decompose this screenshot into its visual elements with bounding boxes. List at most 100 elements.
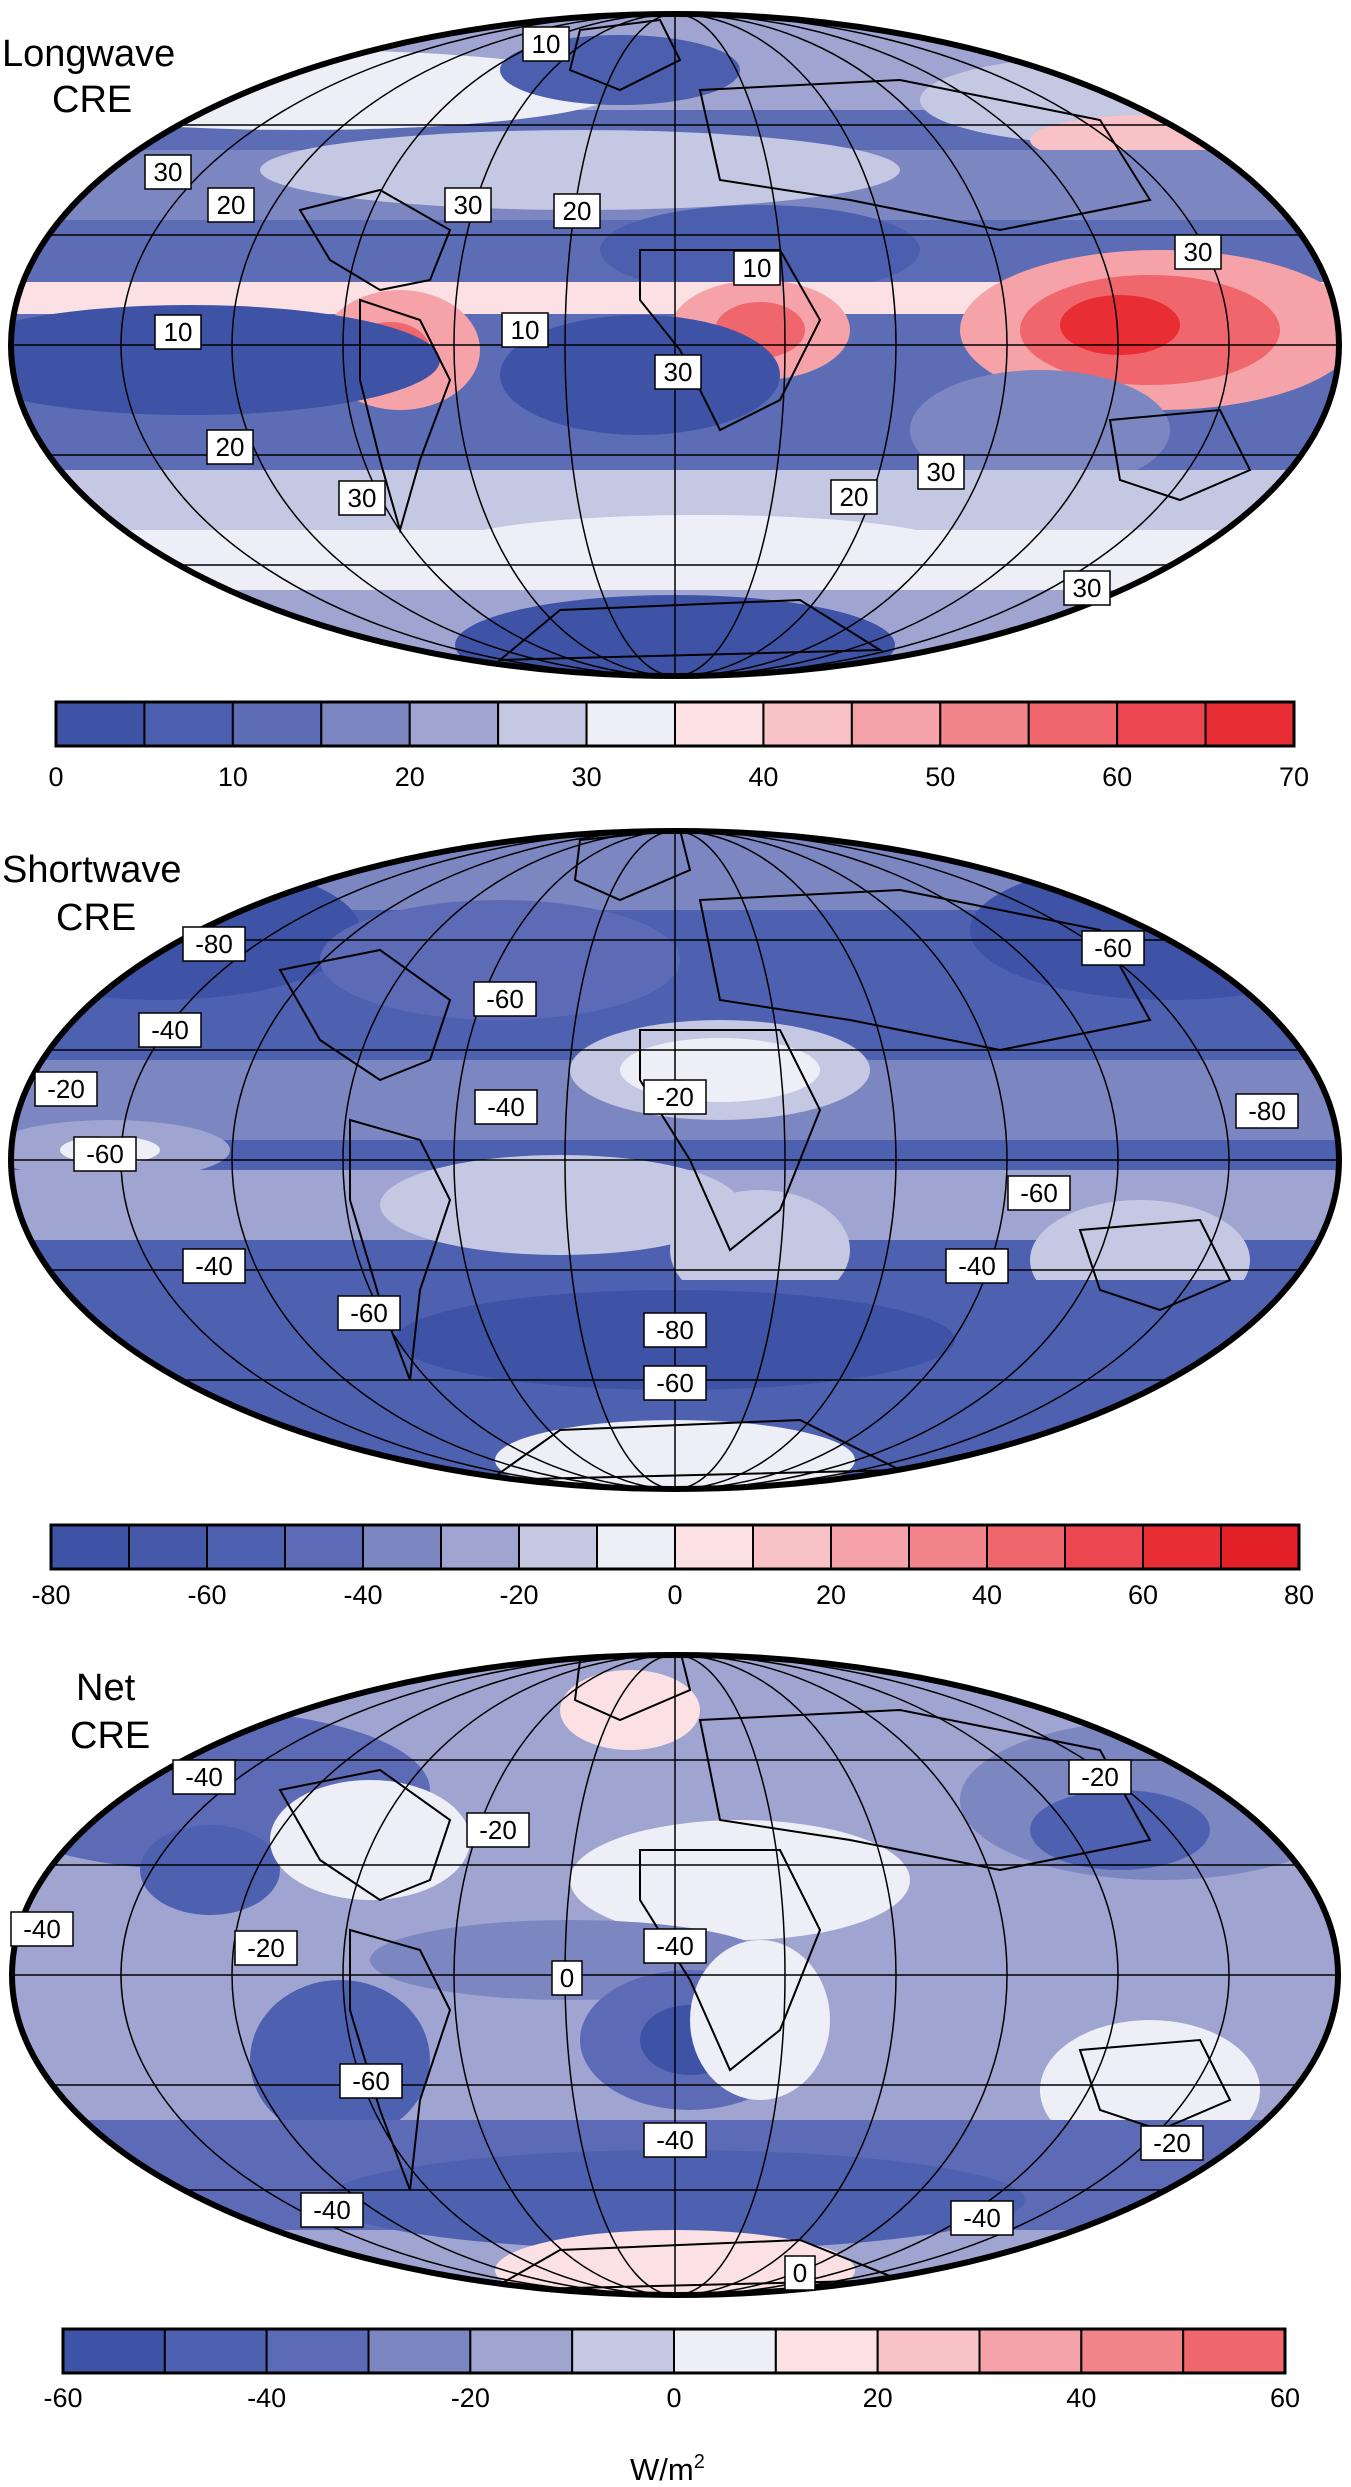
colorbar-tick-label: 40 bbox=[1066, 2383, 1096, 2413]
colorbar-swatch bbox=[1027, 701, 1119, 747]
contour-label-text: -60 bbox=[1094, 933, 1132, 963]
contour-label: 10 bbox=[522, 26, 570, 62]
colorbar-tick-label: 0 bbox=[667, 1580, 682, 1610]
contour-label-text: -40 bbox=[313, 2195, 351, 2225]
colorbar-swatch bbox=[674, 701, 765, 747]
longwave-panel: Longwave CRE 10 30 20 30 20 10 30 10 10 30 20 30 20 3… bbox=[2, 11, 1342, 792]
shortwave-title-line2: CRE bbox=[56, 897, 136, 939]
contour-label-box bbox=[172, 1759, 236, 1795]
colorbar-swatch bbox=[978, 2328, 1083, 2374]
colorbar-swatch bbox=[469, 2328, 574, 2374]
contour-label: 30 bbox=[654, 354, 702, 390]
contour-label-text: 10 bbox=[511, 315, 540, 345]
contour-label-box bbox=[654, 354, 702, 390]
contour-label: -80 bbox=[182, 926, 246, 962]
colorbar-swatch bbox=[830, 1524, 910, 1570]
contour-label-text: -40 bbox=[656, 2125, 694, 2155]
contour-label-box bbox=[182, 1248, 246, 1284]
colorbar-swatch bbox=[362, 1524, 442, 1570]
net-title-line1: Net bbox=[76, 1667, 136, 1709]
contour-label-text: -40 bbox=[151, 1015, 189, 1045]
contour-label-text: -20 bbox=[1153, 2128, 1191, 2158]
contour-label-text: 30 bbox=[154, 157, 183, 187]
colorbar-tick-label: -40 bbox=[343, 1580, 382, 1610]
contour-label-box bbox=[73, 1136, 137, 1172]
contour-label-box bbox=[950, 2200, 1014, 2236]
contour-label-box bbox=[1235, 1093, 1299, 1129]
contour-label-text: 30 bbox=[927, 457, 956, 487]
longwave-title-line2: CRE bbox=[52, 79, 132, 121]
colorbar-swatch bbox=[571, 2328, 676, 2374]
contour-label-text: 30 bbox=[348, 483, 377, 513]
colorbar-swatch bbox=[1220, 1524, 1300, 1570]
colorbar-tick-label: 50 bbox=[925, 762, 955, 792]
colorbar-swatch bbox=[774, 2328, 879, 2374]
contour-label: -60 bbox=[337, 1295, 401, 1331]
colorbar-tick-label: 20 bbox=[816, 1580, 846, 1610]
colorbar-swatch bbox=[752, 1524, 832, 1570]
contour-label-box bbox=[643, 1365, 707, 1401]
contour-label-box bbox=[206, 429, 254, 465]
contour-label: 0 bbox=[784, 2255, 816, 2291]
contour-label: -40 bbox=[945, 1248, 1009, 1284]
shortwave-panel: Shortwave CRE -80 -60 -60 -40 -20 -40 -20 -80 -6… bbox=[2, 828, 1342, 1610]
contour-label-box bbox=[784, 2255, 816, 2291]
contour-label: -60 bbox=[1081, 930, 1145, 966]
colorbar-swatch bbox=[62, 2328, 166, 2374]
longwave-contour-labels: 10 30 20 30 20 10 30 10 10 30 20 30 20 30 30 bbox=[144, 26, 1222, 606]
contour-label-text: 10 bbox=[164, 317, 193, 347]
contour-label-box bbox=[1007, 1175, 1071, 1211]
contour-label: 30 bbox=[1063, 570, 1111, 606]
contour-label: -60 bbox=[643, 1365, 707, 1401]
contour-label-box bbox=[444, 187, 492, 223]
colorbar-swatch bbox=[673, 2328, 777, 2374]
shortwave-map bbox=[11, 831, 1339, 1489]
contour-label-text: -60 bbox=[352, 2066, 390, 2096]
colorbar-swatch bbox=[50, 1524, 130, 1570]
colorbar-tick-label: 30 bbox=[572, 762, 602, 792]
contour-label-box bbox=[1140, 2125, 1204, 2161]
contour-label-text: -60 bbox=[350, 1298, 388, 1328]
contour-label: 20 bbox=[553, 193, 601, 229]
colorbar-tick-label: 40 bbox=[748, 762, 778, 792]
colorbar-tick-label: 60 bbox=[1102, 762, 1132, 792]
contour-label-text: 20 bbox=[840, 482, 869, 512]
contour-label: -60 bbox=[339, 2063, 403, 2099]
colorbar-swatch bbox=[1064, 1524, 1144, 1570]
contour-label-box bbox=[643, 1928, 707, 1964]
contour-label-text: -60 bbox=[1020, 1178, 1058, 1208]
contour-label-text: 20 bbox=[217, 190, 246, 220]
contour-label-box bbox=[1174, 234, 1222, 270]
contour-label-text: -80 bbox=[195, 929, 233, 959]
colorbar-tick-label: 40 bbox=[972, 1580, 1002, 1610]
colorbar-swatch bbox=[1116, 701, 1207, 747]
colorbar-swatch bbox=[762, 701, 853, 747]
colorbar-tick-label: 60 bbox=[1270, 2383, 1300, 2413]
shortwave-map-outline bbox=[8, 828, 1342, 1492]
colorbar-swatch bbox=[128, 1524, 208, 1570]
contour-label: -20 bbox=[1068, 1759, 1132, 1795]
contour-label-box bbox=[300, 2192, 364, 2228]
contour-label: 30 bbox=[917, 454, 965, 490]
contour-label: 20 bbox=[830, 479, 878, 515]
contour-label-box bbox=[34, 1071, 98, 1107]
colorbar-tick-label: -60 bbox=[43, 2383, 82, 2413]
colorbar-swatch bbox=[1080, 2328, 1185, 2374]
colorbar-tick-label: -80 bbox=[31, 1580, 70, 1610]
colorbar-tick-label: 70 bbox=[1279, 762, 1309, 792]
contour-label-text: -60 bbox=[86, 1139, 124, 1169]
contour-label-box bbox=[337, 1295, 401, 1331]
contour-label-text: -40 bbox=[958, 1251, 996, 1281]
colorbar-tick-label: -20 bbox=[499, 1580, 538, 1610]
contour-label: 30 bbox=[1174, 234, 1222, 270]
net-contour-labels: -40 -20 -20 -40 -20 0 -40 -60 -40 -20 -40 -40 0 bbox=[10, 1759, 1204, 2291]
contour-label-box bbox=[207, 187, 255, 223]
colorbar-tick-label: 0 bbox=[48, 762, 63, 792]
contour-label-box bbox=[234, 1930, 298, 1966]
colorbar-swatch bbox=[163, 2328, 268, 2374]
contour-label: -40 bbox=[950, 2200, 1014, 2236]
contour-label: -60 bbox=[1007, 1175, 1071, 1211]
contour-label-box bbox=[917, 454, 965, 490]
colorbar-swatch bbox=[206, 1524, 286, 1570]
longwave-map-outline bbox=[8, 11, 1342, 679]
